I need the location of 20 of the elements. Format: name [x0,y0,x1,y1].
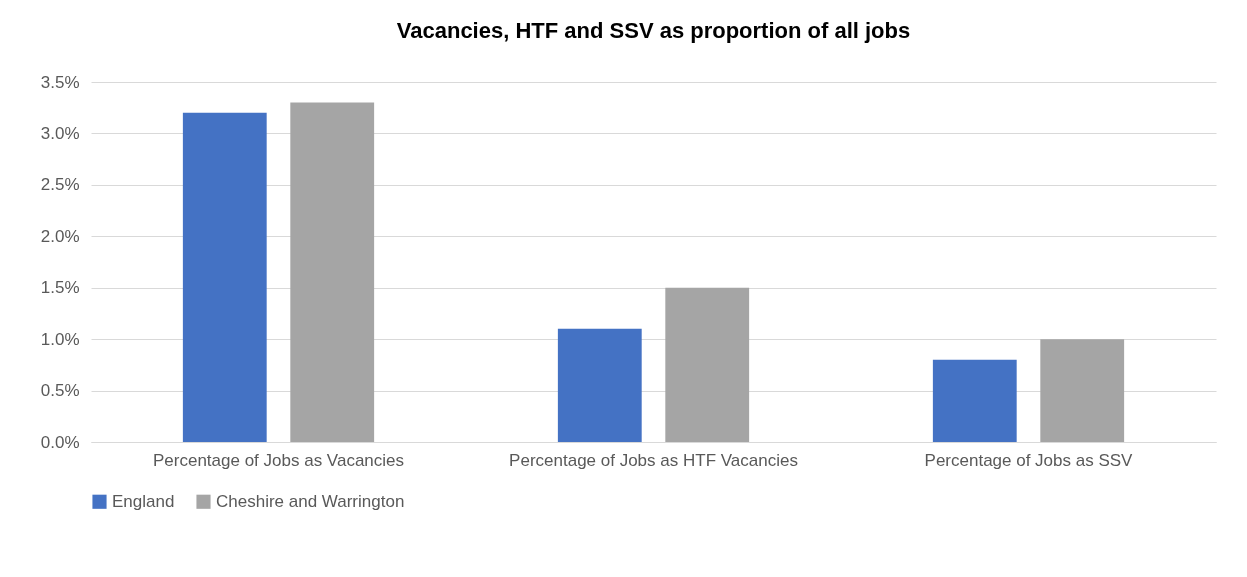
bar [1040,339,1125,442]
legend-label: England [112,491,175,511]
y-tick-label: 1.0% [40,329,80,349]
y-tick-label: 1.5% [40,278,80,298]
y-tick-label: 2.5% [40,175,80,195]
bar [557,328,642,442]
chart-title: Vacancies, HTF and SSV as proportion of all jobs [396,18,911,43]
y-tick-label: 3.5% [40,72,80,92]
x-tick-label: Percentage of Jobs as SSV [924,450,1134,470]
bar [182,112,267,442]
y-tick-label: 3.0% [40,123,80,143]
bar [290,102,375,442]
y-tick-label: 2.0% [40,226,80,246]
legend-label: Cheshire and Warrington [216,491,405,511]
bar [665,287,750,442]
y-tick-label: 0.0% [40,432,80,452]
bar [932,359,1017,442]
x-tick-label: Percentage of Jobs as HTF Vacancies [509,450,798,470]
y-tick-label: 0.5% [40,381,80,401]
x-tick-label: Percentage of Jobs as Vacancies [152,450,405,470]
